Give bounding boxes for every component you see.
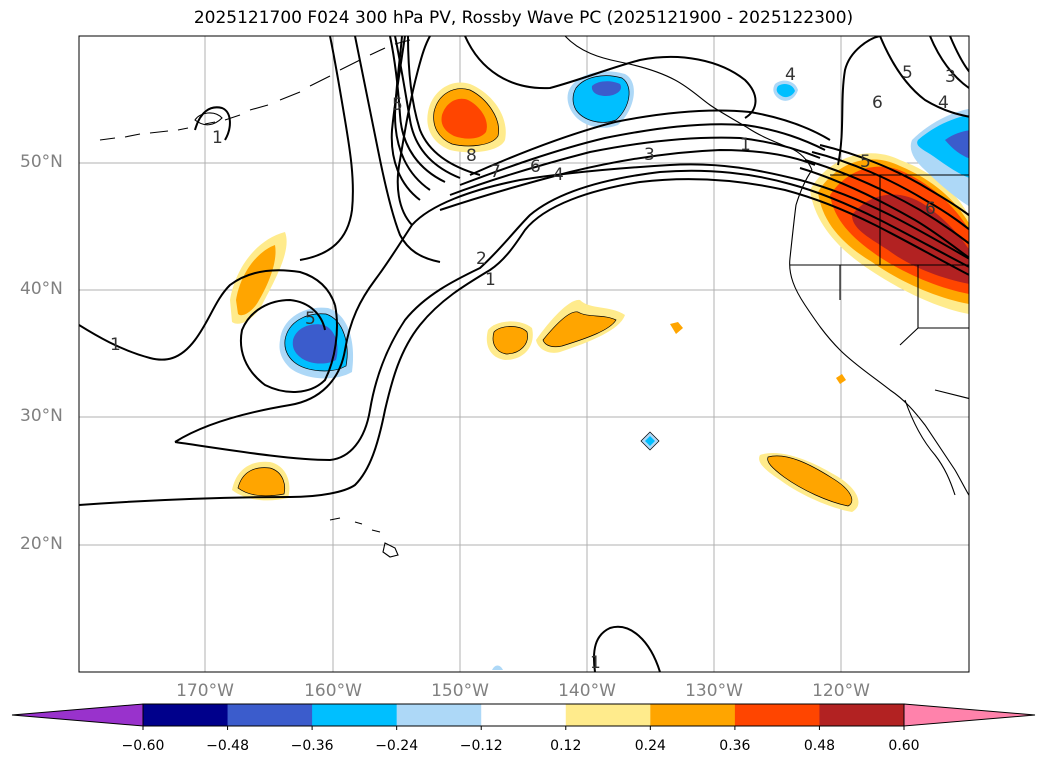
colorbar-segments <box>11 703 1036 727</box>
contour-7 <box>394 36 461 179</box>
colorbar-tick-label: 0.36 <box>719 738 751 754</box>
contour-label: 5 <box>305 309 316 329</box>
contour-label: 4 <box>785 65 796 85</box>
aleutian-islands <box>99 39 411 141</box>
map-background <box>79 36 969 672</box>
colorbar-segment <box>565 704 651 726</box>
contour-label: 3 <box>945 67 956 87</box>
baja-coast <box>904 399 956 496</box>
lat-label-50n: 50°N <box>20 152 63 172</box>
contour-east-6 <box>929 36 969 90</box>
contour-east-cut-off <box>837 36 881 166</box>
contour-label: 6 <box>530 157 541 177</box>
contour-label: 4 <box>938 93 949 113</box>
contour-label: 7 <box>490 162 501 182</box>
contour-label: 3 <box>644 145 655 165</box>
colorbar-segment <box>143 704 229 726</box>
contour-label: 4 <box>553 165 564 185</box>
contour-1-south <box>174 163 969 443</box>
contour-1-low <box>239 298 338 393</box>
contour-upper-ridge-2 <box>449 136 821 196</box>
contour-labels: 1 1 1 1 2 3 4 5 6 7 8 5 6 4 5 6 3 4 5 1 <box>110 63 956 673</box>
colorbar-tick-label: 0.24 <box>634 738 666 754</box>
contour-2 <box>174 169 969 462</box>
contour-upper-ridge-3 <box>459 123 826 186</box>
colorbar-tick-label: 0.48 <box>803 738 836 754</box>
anomaly-outlines <box>237 75 853 507</box>
contour-label: 6 <box>872 93 883 113</box>
colorbar-tick-label: −0.24 <box>375 738 419 754</box>
negative-anomaly-shading <box>279 71 969 670</box>
lon-label-170w: 170°W <box>176 681 234 701</box>
lon-label-160w: 160°W <box>304 681 362 701</box>
contour-label: 1 <box>590 653 601 673</box>
colorbar-segment <box>481 704 567 726</box>
contour-hook <box>354 36 441 263</box>
colorbar-extend-low <box>11 703 144 727</box>
contour-south-loop <box>592 625 661 672</box>
colorbar-segment <box>650 704 736 726</box>
contour-label: 1 <box>740 135 751 155</box>
contour-1-west <box>79 269 336 361</box>
contour-bands-east <box>799 144 969 259</box>
pv-contours <box>79 36 969 672</box>
contour-upper-ridge <box>439 148 816 211</box>
colorbar-segment <box>819 704 905 726</box>
map-frame <box>78 35 970 673</box>
lon-label-120w: 120°W <box>812 681 870 701</box>
contour-label: 6 <box>925 199 936 219</box>
colorbar-tick-label: 0.12 <box>550 738 582 754</box>
map-title: 2025121700 F024 300 hPa PV, Rossby Wave … <box>193 8 854 28</box>
contour-label: 5 <box>860 152 871 172</box>
colorbar-segment <box>227 704 313 726</box>
contour-label: 5 <box>392 95 403 115</box>
contour-label: 8 <box>466 146 477 166</box>
contour-ne-3 <box>949 36 969 74</box>
contour-northwest <box>299 36 354 261</box>
colorbar-tick-label: −0.12 <box>459 738 503 754</box>
colorbar-tick-label: 0.60 <box>888 738 920 754</box>
lon-label-130w: 130°W <box>685 681 743 701</box>
contour-label: 2 <box>476 249 487 269</box>
lat-label-20n: 20°N <box>20 534 63 554</box>
lat-label-40n: 40°N <box>20 279 63 299</box>
contour-8 <box>407 36 481 176</box>
lat-label-30n: 30°N <box>20 406 63 426</box>
colorbar-tick-label: −0.36 <box>290 738 334 754</box>
colorbar-segment <box>396 704 482 726</box>
map-figure: 1 1 1 1 2 3 4 5 6 7 8 5 6 4 5 6 3 4 5 1 <box>78 35 970 673</box>
contour-east-5 <box>879 36 969 118</box>
contour-upper-ridge-4 <box>469 109 831 176</box>
contour-label: 1 <box>485 270 496 290</box>
north-america-coast <box>789 169 969 497</box>
colorbar-segment <box>734 704 820 726</box>
contour-6 <box>389 36 446 183</box>
contour-south-edge <box>79 178 969 506</box>
colorbar-tick-label: −0.60 <box>121 738 165 754</box>
contour-alaska-left <box>194 106 231 141</box>
lon-label-150w: 150°W <box>431 681 489 701</box>
lon-label-140w: 140°W <box>558 681 616 701</box>
hawaii <box>329 517 399 558</box>
colorbar-segment <box>312 704 398 726</box>
colorbar-frame <box>142 703 905 727</box>
contour-label: 1 <box>212 128 223 148</box>
contour-3 <box>396 36 431 226</box>
contour-northern-loop <box>464 36 757 119</box>
colorbar-extend-high <box>903 703 1036 727</box>
contour-label: 5 <box>902 63 913 83</box>
contour-label: 1 <box>110 335 121 355</box>
colorbar-tick-label: −0.48 <box>206 738 249 754</box>
colorbar-tick-marks <box>142 726 905 730</box>
